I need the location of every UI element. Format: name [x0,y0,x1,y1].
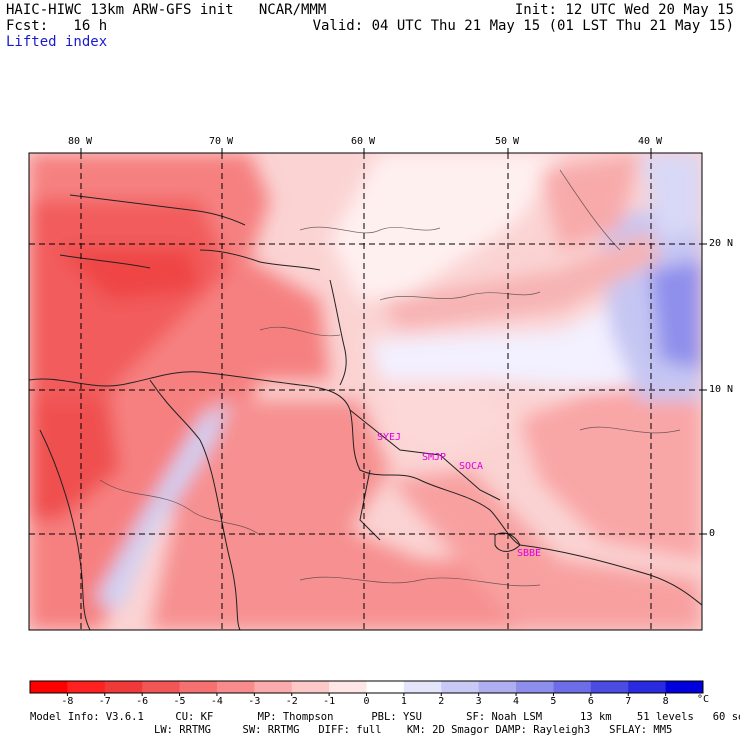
lon-label-70w: 70 W [209,136,234,147]
colorbar [29,680,704,696]
colorbar-tick-label: -2 [285,696,298,707]
station-label: SBBE [517,548,542,559]
colorbar-swatch [329,681,367,693]
colorbar-swatch [30,681,68,693]
station-label: SYEJ [377,432,402,443]
colorbar-tick-label: 0 [363,696,370,707]
colorbar-swatch [628,681,667,693]
colorbar-tick-label: 5 [550,696,557,707]
colorbar-swatch [179,681,218,693]
colorbar-swatch [216,681,255,693]
colorbar-tick-label: -6 [136,696,149,707]
colorbar-swatch [553,681,592,693]
model-title: HAIC-HIWC 13km ARW-GFS init NCAR/MMM [6,2,327,18]
coastlines [29,194,702,630]
colorbar-tick-label: 2 [438,696,445,707]
colorbar-unit: °C [697,694,710,705]
colorbar-swatch [67,681,106,693]
colorbar-swatch [665,681,704,693]
colorbar-swatch [590,681,629,693]
lat-lon-grid [29,153,702,630]
colorbar-swatch [254,681,293,693]
station-label: SMJP [422,452,447,463]
map-frame [28,152,703,631]
colorbar-tick-label: -3 [248,696,261,707]
lifted-index-field [29,153,702,630]
colorbar-tick-label: 7 [625,696,632,707]
lon-label-40w: 40 W [638,136,663,147]
colorbar-tick-label: 4 [513,696,520,707]
init-time: Init: 12 UTC Wed 20 May 15 [514,2,734,18]
colorbar-tick-label: -8 [61,696,74,707]
colorbar-swatch [516,681,554,693]
lat-label-10n: 10 N [709,384,734,395]
colorbar-swatch [142,681,181,693]
colorbar-tick-label: -4 [210,696,223,707]
colorbar-swatch [478,681,517,693]
lon-label-60w: 60 W [351,136,376,147]
model-info-line-1: Model Info: V3.6.1 CU: KF MP: Thompson P… [30,711,740,723]
colorbar-swatch [366,681,405,693]
station-label: SOCA [459,461,484,472]
lon-label-80w: 80 W [68,136,93,147]
colorbar-swatch [403,681,442,693]
colorbar-tick-label: -1 [323,696,336,707]
colorbar-swatch [291,681,330,693]
colorbar-tick-label: 3 [475,696,482,707]
model-info-line-2: LW: RRTMG SW: RRTMG DIFF: full KM: 2D Sm… [154,724,673,736]
colorbar-tick-label: -7 [98,696,111,707]
field-name: Lifted index [6,34,108,50]
lat-label-20n: 20 N [709,238,734,249]
colorbar-tick-label: -5 [173,696,186,707]
colorbar-swatch [441,681,480,693]
lon-label-50w: 50 W [495,136,520,147]
colorbar-swatch [104,681,143,693]
forecast-hour: Fcst: 16 h [6,18,108,34]
lat-label-0: 0 [709,528,716,539]
valid-time: Valid: 04 UTC Thu 21 May 15 (01 LST Thu … [312,18,734,34]
colorbar-tick-label: 8 [662,696,669,707]
colorbar-tick-label: 6 [587,696,594,707]
colorbar-tick-label: 1 [400,696,407,707]
